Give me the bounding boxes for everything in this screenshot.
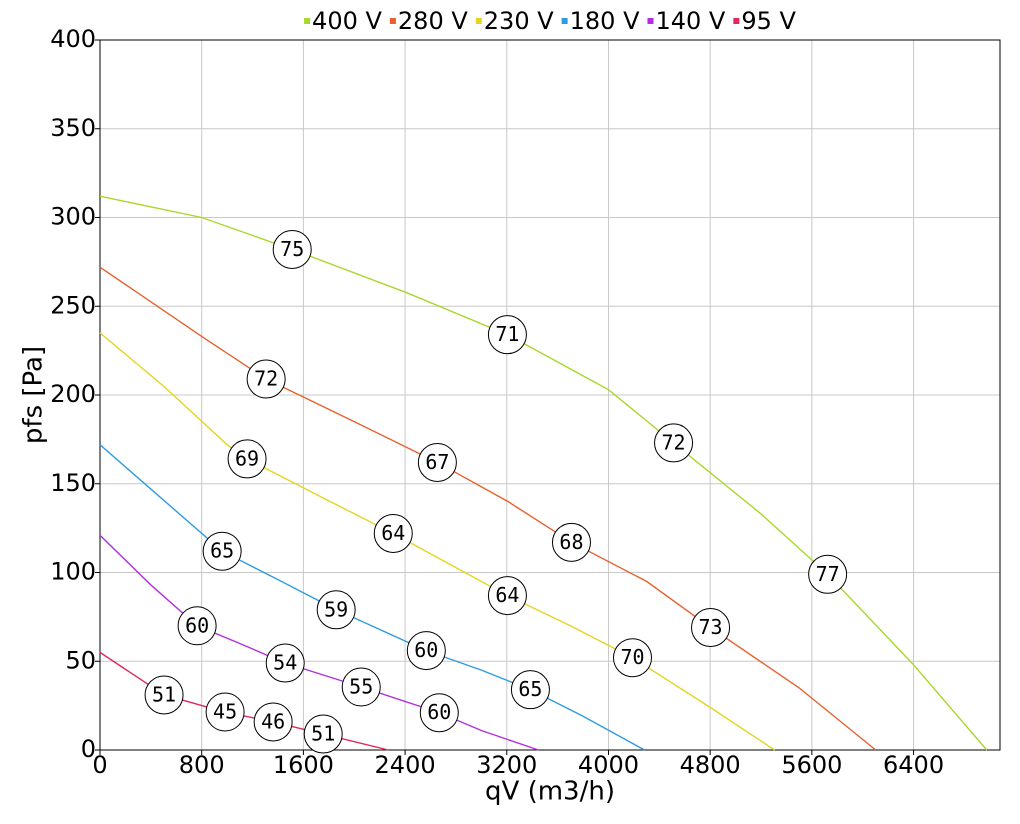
annotation-label: 72 [662, 430, 686, 454]
annotation-circle [691, 608, 731, 648]
annotation-label: 68 [559, 530, 583, 554]
annotation-label: 60 [414, 638, 438, 662]
series-line [99, 651, 389, 751]
legend-swatch [647, 18, 654, 24]
y-tick-label: 300 [50, 203, 96, 231]
annotation-label: 72 [254, 367, 278, 391]
annotation-circle [303, 714, 343, 754]
annotation-label: 64 [495, 583, 519, 607]
annotation-circle [272, 229, 312, 269]
x-tick-label: 1600 [273, 751, 334, 779]
annotation-label: 70 [620, 645, 644, 669]
y-tick-label: 150 [50, 469, 96, 497]
annotation-circle [487, 576, 527, 616]
annotation-label: 54 [273, 651, 297, 675]
annotation-circle [177, 606, 217, 646]
annotation-circle [417, 442, 457, 482]
annotation-label: 45 [213, 700, 237, 724]
annotation-label: 55 [349, 674, 373, 698]
annotation-label: 73 [699, 615, 723, 639]
annotation-label: 75 [280, 237, 304, 261]
annotation-circle [373, 513, 413, 553]
legend-swatch [733, 18, 740, 24]
annotation-circle [202, 531, 242, 571]
annotation-label: 60 [185, 613, 209, 637]
legend-swatch [475, 18, 482, 24]
y-tick-label: 50 [65, 646, 96, 674]
annotation-circle [205, 692, 245, 732]
annotation-circle [144, 675, 184, 715]
series-line [99, 444, 645, 751]
annotation-label: 51 [152, 682, 176, 706]
annotation-circle [265, 643, 305, 683]
annotation-label: 46 [261, 709, 285, 733]
legend-swatch [561, 18, 568, 24]
series-line [99, 195, 988, 751]
x-tick-label: 5600 [781, 751, 842, 779]
x-tick-label: 800 [179, 751, 225, 779]
annotation-circle [808, 554, 848, 594]
y-tick-label: 400 [50, 25, 96, 53]
y-tick-label: 0 [81, 735, 96, 763]
annotation-label: 67 [425, 450, 449, 474]
annotation-circle [510, 670, 550, 710]
annotation-circle [487, 315, 527, 355]
plot-frame [99, 39, 1001, 751]
legend-label: 230 V [484, 7, 554, 35]
annotation-label: 77 [816, 562, 840, 586]
legend-label: 400 V [312, 7, 382, 35]
annotation-label: 60 [427, 700, 451, 724]
annotation-circle [654, 423, 694, 463]
annotation-label: 51 [311, 722, 335, 746]
x-tick-label: 0 [92, 751, 107, 779]
annotation-label: 65 [518, 677, 542, 701]
y-tick-label: 350 [50, 114, 96, 142]
annotation-circle [246, 359, 286, 399]
annotation-circle [341, 667, 381, 707]
y-tick-label: 200 [50, 380, 96, 408]
annotation-circle [406, 631, 446, 671]
annotation-circle [551, 522, 591, 562]
legend-swatch [304, 18, 311, 24]
annotation-label: 65 [210, 539, 234, 563]
x-tick-label: 6400 [883, 751, 944, 779]
y-tick-label: 100 [50, 558, 96, 586]
x-tick-label: 4000 [578, 751, 639, 779]
annotation-circle [316, 590, 356, 630]
x-axis-title: qV (m3/h) [485, 777, 615, 807]
annotation-circle [227, 439, 267, 479]
annotation-circle [253, 702, 293, 742]
annotation-label: 71 [495, 322, 519, 346]
y-tick-label: 250 [50, 291, 96, 319]
legend-label: 280 V [398, 7, 468, 35]
annotation-circle [419, 693, 459, 733]
y-axis-title: pfs [Pa] [19, 346, 49, 444]
series-line [99, 266, 877, 751]
x-tick-label: 3200 [476, 751, 537, 779]
x-tick-label: 4800 [680, 751, 741, 779]
annotation-label: 64 [381, 521, 405, 545]
legend-swatch [389, 18, 396, 24]
legend: 400 V 280 V 230 V 180 V 140 V 95 V [304, 7, 797, 35]
annotation-circle [613, 638, 652, 678]
legend-label: 95 V [741, 7, 796, 35]
annotation-label: 59 [324, 597, 348, 621]
legend-label: 180 V [570, 7, 640, 35]
annotation-label: 69 [235, 446, 259, 470]
x-tick-label: 2400 [375, 751, 436, 779]
legend-label: 140 V [655, 7, 725, 35]
